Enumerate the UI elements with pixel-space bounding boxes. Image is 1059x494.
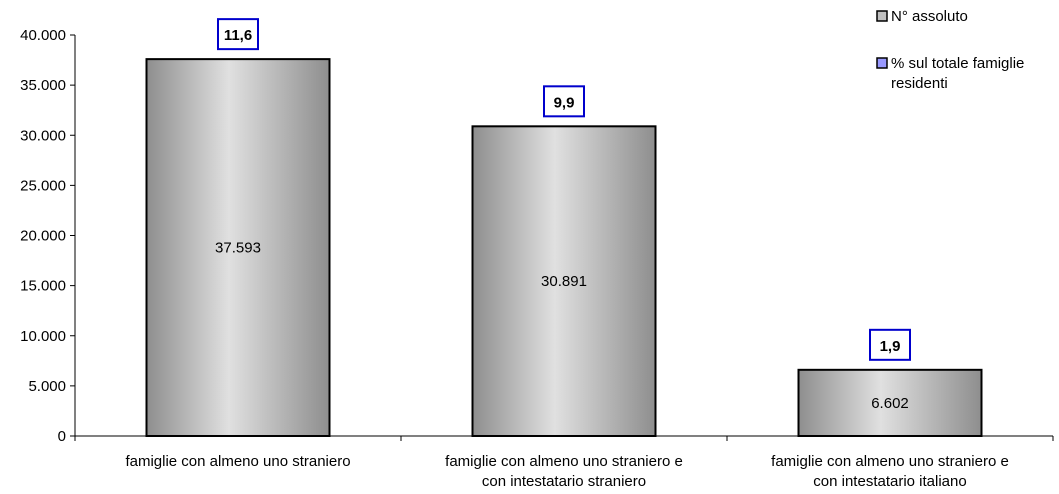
bar-value-label: 30.891 <box>541 273 587 290</box>
legend-label: % sul totale famiglie residenti <box>891 55 1024 92</box>
x-category-label: famiglie con almeno uno straniero <box>125 453 350 470</box>
y-tick-label: 35.000 <box>20 77 66 94</box>
y-tick-label: 30.000 <box>20 127 66 144</box>
y-tick-label: 25.000 <box>20 177 66 194</box>
percent-label-box <box>869 328 911 361</box>
x-category-label: famiglie con almeno uno straniero e con i… <box>771 453 1009 490</box>
percent-label-box <box>217 18 259 51</box>
legend-label: N° assoluto <box>891 8 968 25</box>
percent-label: 9,9 <box>554 94 575 111</box>
y-tick-label: 15.000 <box>20 278 66 295</box>
bar <box>145 58 331 437</box>
percent-label: 11,6 <box>224 27 252 44</box>
legend: N° assoluto % sul totale famiglie resident… <box>876 8 1024 92</box>
y-tick-label: 10.000 <box>20 328 66 345</box>
legend-swatch <box>876 57 888 69</box>
percent-label: 1,9 <box>880 338 901 355</box>
bar <box>471 125 657 438</box>
y-tick-label: 5.000 <box>28 378 66 395</box>
y-tick-label: 0 <box>58 428 66 445</box>
y-tick-label: 40.000 <box>20 27 66 44</box>
bar-value-label: 6.602 <box>871 395 909 412</box>
percent-label-box <box>543 85 585 118</box>
bars <box>145 58 983 438</box>
bar <box>797 368 983 437</box>
x-category-label: famiglie con almeno uno straniero e con i… <box>445 453 683 490</box>
bar-value-label: 37.593 <box>215 240 261 257</box>
data-labels: 37.593 11,6 30.891 9,9 6.602 1,9 <box>215 18 911 412</box>
y-tick-label: 20.000 <box>20 228 66 245</box>
legend-swatch <box>876 10 888 22</box>
